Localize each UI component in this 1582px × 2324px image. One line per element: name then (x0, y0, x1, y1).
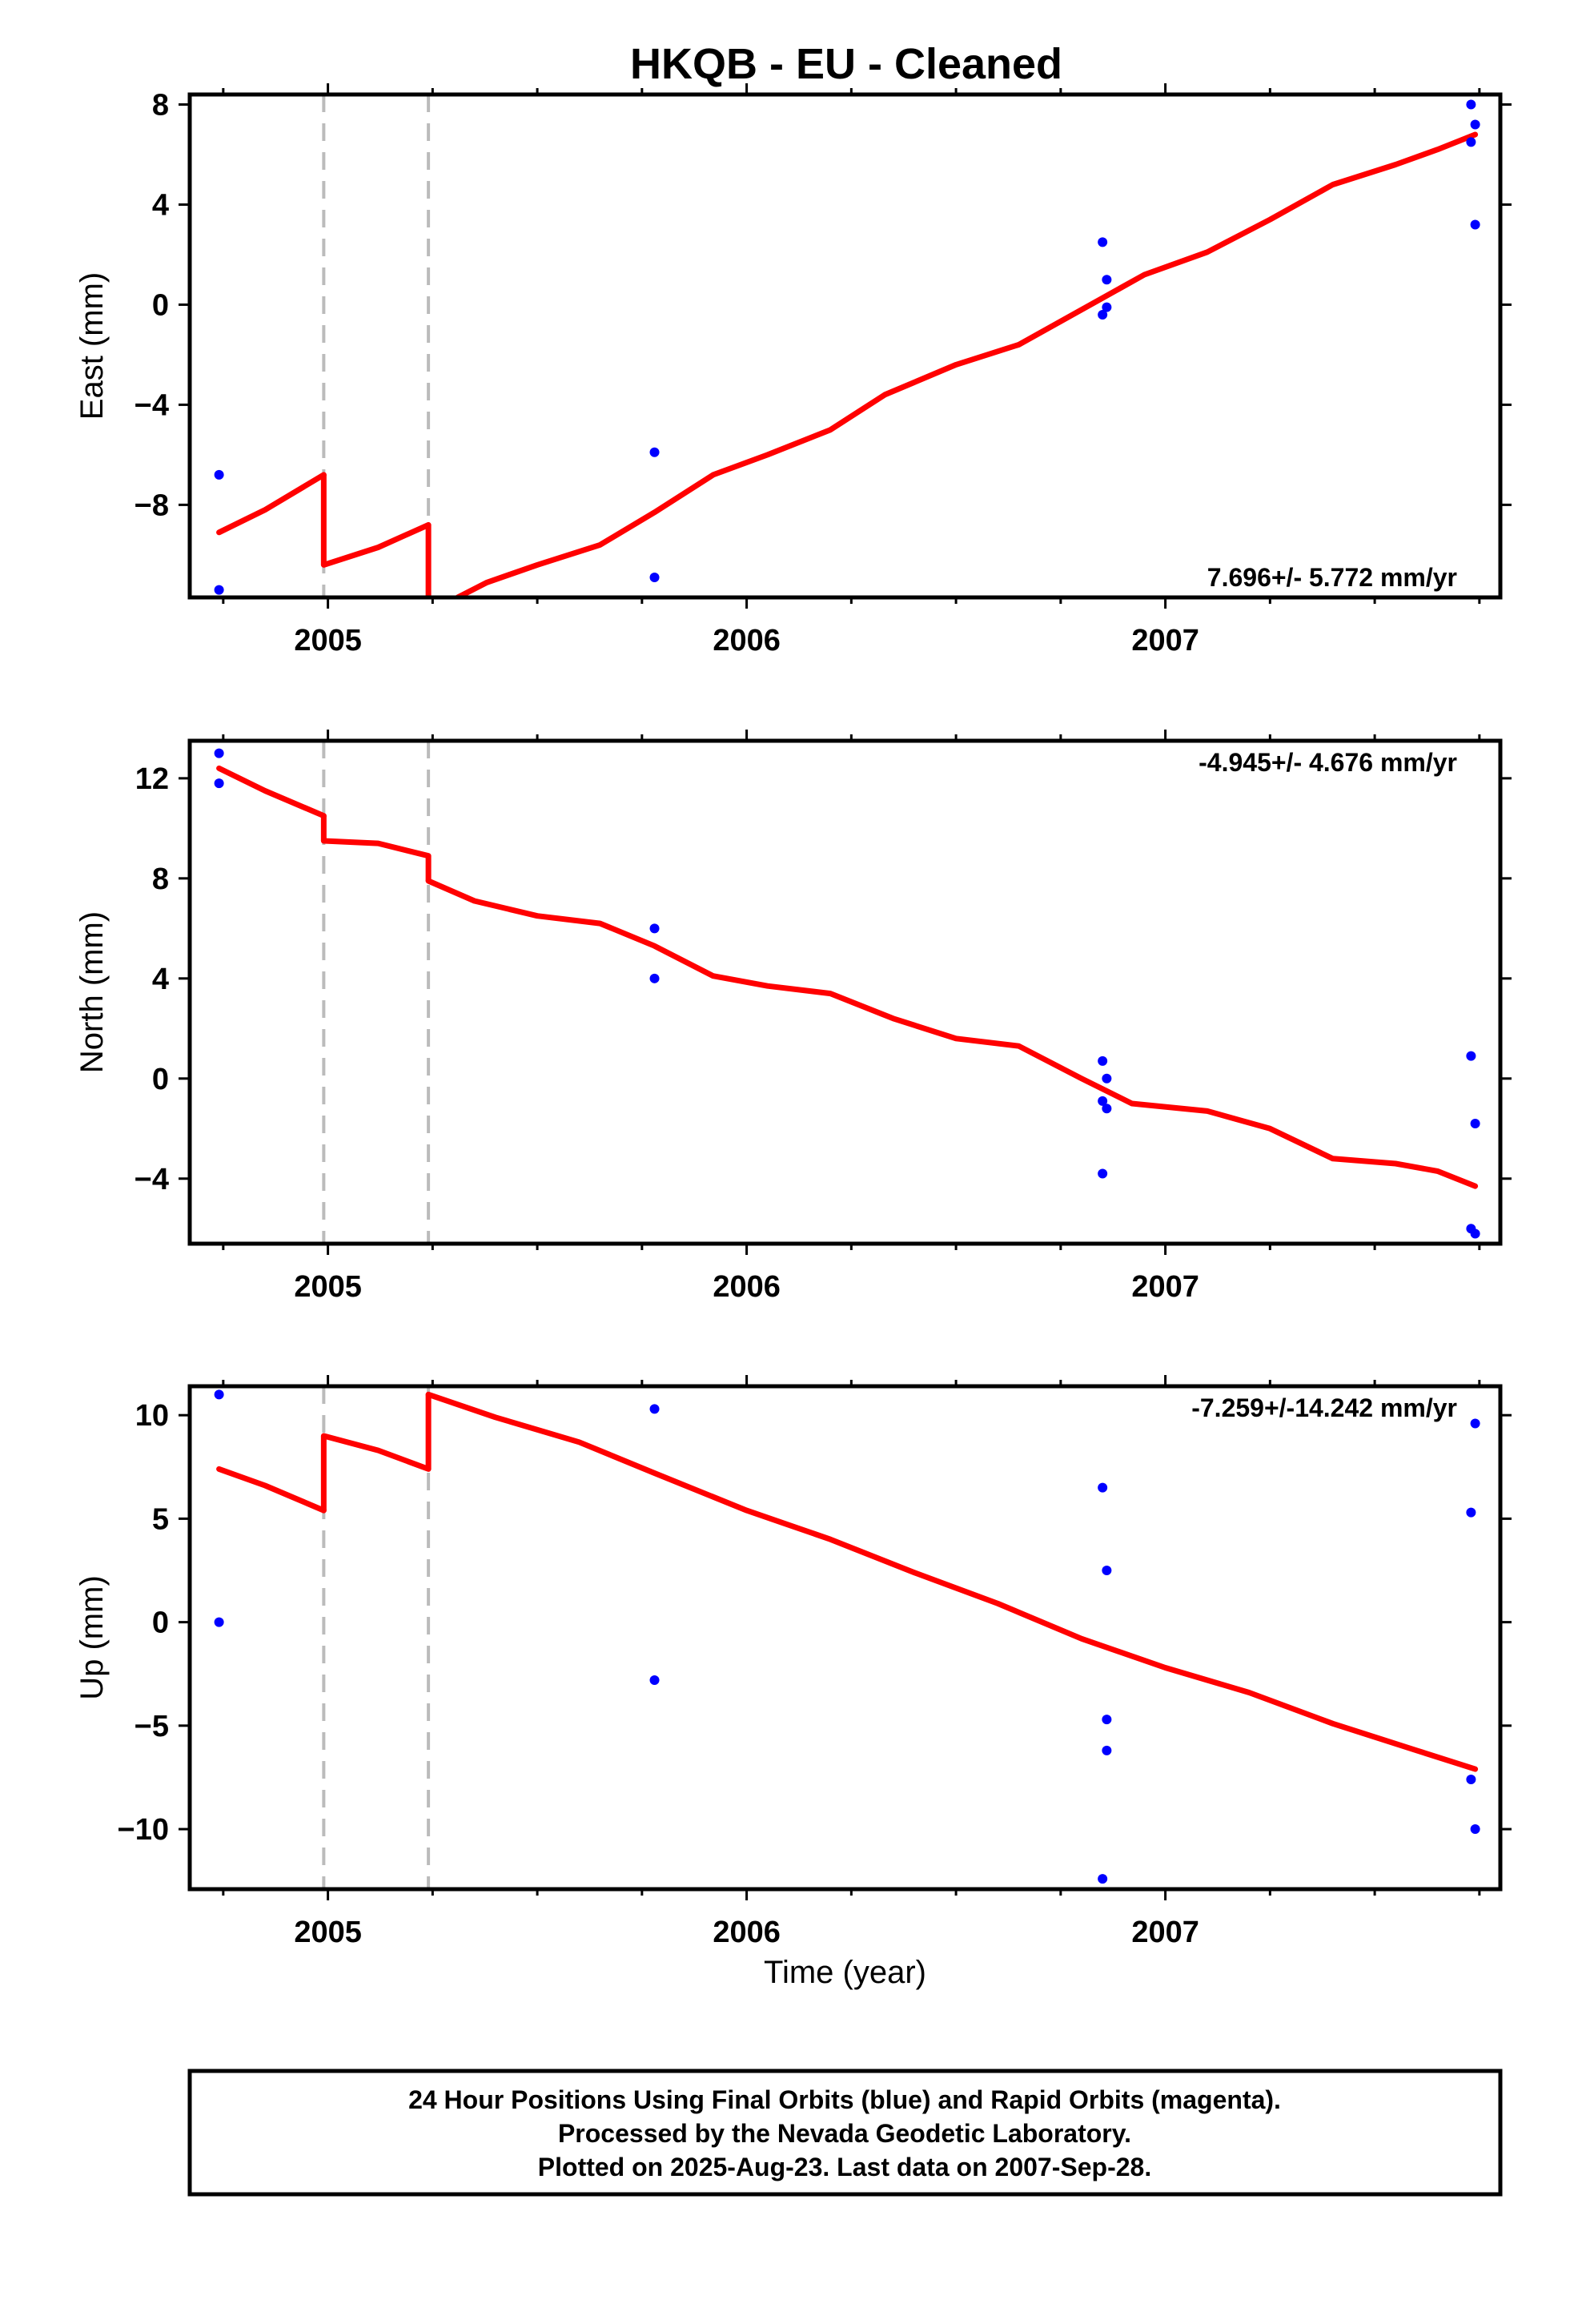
data-point (1470, 119, 1480, 130)
data-point (1470, 1119, 1480, 1129)
model-segment-1 (216, 765, 327, 819)
data-points (214, 99, 1480, 595)
footer-line-2: Processed by the Nevada Geodetic Laborat… (558, 2119, 1131, 2148)
x-tick-label: 2007 (1131, 1270, 1199, 1304)
y-tick-label: −4 (135, 388, 169, 422)
data-point (214, 748, 224, 758)
panel-frame (187, 92, 1503, 600)
data-point (1098, 1096, 1108, 1106)
panel-up: 2005 2006 2007 −10 −5 0 5 10 Up (mm) -7.259+/-14.… (74, 1375, 1512, 1949)
chart-title: HKQB - EU - Cleaned (630, 40, 1062, 88)
data-point (1466, 1507, 1476, 1518)
data-point (1466, 1051, 1476, 1061)
data-point (1102, 302, 1112, 312)
model-curve (216, 1391, 1479, 1772)
y-tick-label: 0 (152, 288, 169, 322)
data-point (1470, 219, 1480, 230)
data-point (649, 1404, 660, 1414)
x-tick-label: 2007 (1131, 1916, 1199, 1949)
data-point (1470, 1228, 1480, 1239)
data-point (1466, 1775, 1476, 1785)
footer-line-1: 24 Hour Positions Using Final Orbits (bl… (408, 2085, 1281, 2114)
model-segment-1 (216, 472, 327, 536)
data-point (649, 923, 660, 934)
x-tick-label: 2005 (294, 1270, 362, 1304)
data-point (649, 447, 660, 457)
model-segment-2 (320, 838, 432, 859)
data-point (1470, 1824, 1480, 1835)
model-segment-3 (425, 878, 1479, 1189)
y-axis-label: Up (mm) (74, 1575, 110, 1700)
data-points (214, 1389, 1480, 1884)
y-axis-label: North (mm) (74, 911, 110, 1073)
data-point (1098, 1055, 1108, 1066)
model-segment-1 (216, 1466, 327, 1514)
data-point (214, 585, 224, 595)
data-point (1466, 137, 1476, 147)
data-points (214, 748, 1480, 1239)
data-point (1102, 275, 1112, 285)
y-tick-label: 4 (152, 963, 169, 996)
data-point (1098, 309, 1108, 320)
y-tick-label: 0 (152, 1063, 169, 1096)
panel-east: 2005 2006 2007 −8 −4 0 4 8 East (mm) 7.696+/- 5.7… (74, 83, 1512, 657)
y-tick-label: 5 (152, 1502, 169, 1536)
y-axis-label: East (mm) (74, 272, 110, 420)
y-tick-label: −4 (135, 1163, 169, 1196)
y-tick-label: 10 (135, 1399, 169, 1433)
panel-north: 2005 2006 2007 −4 0 4 8 12 North (mm) -4.945+/- 4… (74, 730, 1512, 1304)
y-tick-label: 4 (152, 188, 169, 222)
model-segment-2 (320, 1433, 432, 1472)
data-point (1098, 1482, 1108, 1493)
model-segment-4 (455, 131, 1479, 597)
x-tick-label: 2005 (294, 1916, 362, 1949)
x-tick-label: 2006 (713, 1916, 781, 1949)
data-point (214, 778, 224, 789)
data-point (649, 1675, 660, 1685)
panel-frame (187, 1384, 1503, 1892)
data-point (1102, 1104, 1112, 1114)
panel-frame (187, 738, 1503, 1246)
x-tick-label: 2006 (713, 624, 781, 657)
data-point (1466, 99, 1476, 110)
data-point (1102, 1566, 1112, 1576)
velocity-rate-label: -7.259+/-14.242 mm/yr (1191, 1393, 1457, 1422)
data-point (1098, 237, 1108, 247)
data-point (214, 469, 224, 480)
data-point (1102, 1073, 1112, 1084)
data-point (214, 1617, 224, 1627)
x-tick-label: 2007 (1131, 624, 1199, 657)
x-tick-label: 2006 (713, 1270, 781, 1304)
footer-box: 24 Hour Positions Using Final Orbits (bl… (187, 2069, 1503, 2197)
model-curve (216, 765, 1479, 1189)
x-axis-label: Time (year) (764, 1955, 926, 1990)
y-tick-label: −10 (118, 1813, 169, 1847)
model-segment-2 (320, 521, 432, 568)
velocity-rate-label: -4.945+/- 4.676 mm/yr (1199, 748, 1457, 777)
data-point (649, 573, 660, 583)
y-tick-label: −8 (135, 489, 169, 522)
y-tick-label: 0 (152, 1606, 169, 1640)
data-point (1098, 1168, 1108, 1179)
data-point (214, 1389, 224, 1400)
y-tick-label: 8 (152, 862, 169, 896)
y-tick-label: −5 (135, 1710, 169, 1743)
y-tick-label: 12 (135, 762, 169, 796)
x-tick-label: 2005 (294, 624, 362, 657)
model-curve (216, 131, 1479, 597)
footer-line-3: Plotted on 2025-Aug-23. Last data on 200… (538, 2153, 1151, 2181)
data-point (1102, 1715, 1112, 1725)
velocity-rate-label: 7.696+/- 5.772 mm/yr (1207, 563, 1457, 592)
data-point (1098, 1874, 1108, 1884)
y-tick-label: 8 (152, 88, 169, 122)
data-point (1102, 1745, 1112, 1755)
data-point (1470, 1418, 1480, 1429)
data-point (649, 973, 660, 983)
model-segment-3 (425, 1391, 1479, 1772)
